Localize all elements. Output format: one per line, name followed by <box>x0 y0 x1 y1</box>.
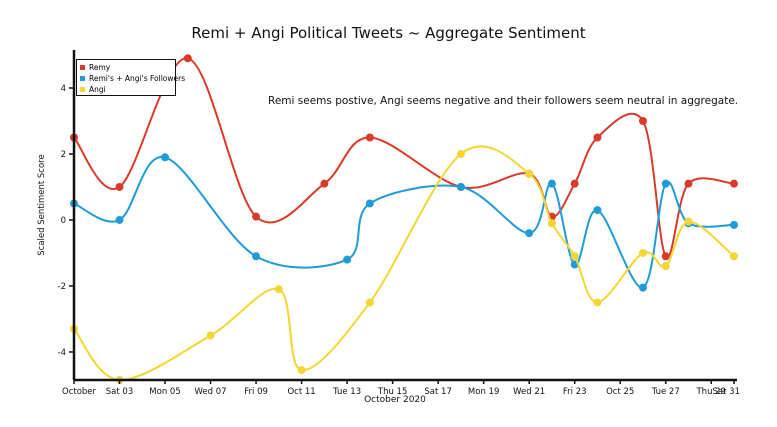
x-tick-label-0: October <box>62 387 97 397</box>
legend-item-remy: Remy <box>80 62 172 73</box>
data-point-angi-14 <box>730 252 738 261</box>
data-point-angi-6 <box>456 149 465 158</box>
data-point-angi-13 <box>684 217 693 226</box>
data-point-followers-3 <box>252 252 261 261</box>
data-point-remy-14 <box>730 179 738 188</box>
data-point-remy-3 <box>252 212 261 221</box>
y-tick-label-0: 4 <box>61 84 66 94</box>
x-tick-label-12: Oct 25 <box>606 387 634 397</box>
legend-swatch-remy <box>80 65 85 70</box>
legend: Remy Remi's + Angi's Followers Angi <box>76 59 185 96</box>
x-tick-label-4: Fri 09 <box>244 387 268 397</box>
data-point-angi-12 <box>661 262 670 271</box>
legend-label-followers: Remi's + Angi's Followers <box>89 74 186 83</box>
data-point-followers-14 <box>730 220 738 229</box>
legend-item-followers: Remi's + Angi's Followers <box>80 73 185 84</box>
series-line-angi <box>73 145 735 382</box>
data-point-followers-2 <box>161 153 170 162</box>
series-line-followers <box>73 156 735 289</box>
x-tick-label-15: Sat 31 <box>713 387 740 397</box>
data-point-remy-9 <box>570 179 579 188</box>
x-tick-label-6: Tue 13 <box>332 387 361 397</box>
data-point-angi-10 <box>593 298 602 307</box>
data-point-angi-3 <box>274 285 283 294</box>
axes-layer: 4 2 0 -2 -4 October Sat 03 Mon 05 Wed 07 Fri 09 Oc… <box>58 50 740 397</box>
data-point-followers-6 <box>456 182 465 191</box>
x-tick-label-13: Tue 27 <box>651 387 680 397</box>
data-point-angi-2 <box>206 331 215 340</box>
data-point-followers-4 <box>343 255 352 264</box>
x-tick-label-5: Oct 11 <box>287 387 315 397</box>
data-point-followers-7 <box>525 229 534 238</box>
data-point-remy-13 <box>684 179 693 188</box>
x-tick-label-3: Wed 07 <box>195 387 227 397</box>
data-point-angi-9 <box>570 252 579 261</box>
chart-annotation: Remi seems postive, Angi seems negative … <box>268 95 739 107</box>
data-point-followers-1 <box>115 215 124 224</box>
data-point-angi-8 <box>547 219 556 228</box>
x-axis-label: October 2020 <box>364 395 426 405</box>
data-point-followers-11 <box>638 283 647 292</box>
legend-label-angi: Angi <box>89 85 106 94</box>
x-tick-label-8: Sat 17 <box>424 387 451 397</box>
legend-swatch-followers <box>80 76 85 81</box>
data-point-angi-4 <box>297 366 306 375</box>
data-point-remy-2 <box>183 54 192 63</box>
data-point-remy-4 <box>320 179 329 188</box>
y-tick-label-1: 2 <box>61 150 66 160</box>
data-point-followers-8 <box>547 179 556 188</box>
data-point-followers-12 <box>661 179 670 188</box>
x-tick-label-1: Sat 03 <box>106 387 133 397</box>
series-layer <box>70 54 738 384</box>
legend-swatch-angi <box>80 87 85 92</box>
y-tick-label-3: -2 <box>58 282 66 292</box>
legend-label-remy: Remy <box>89 63 111 72</box>
x-tick-label-9: Mon 19 <box>468 387 499 397</box>
data-point-angi-7 <box>525 169 534 178</box>
legend-item-angi: Angi <box>80 84 172 95</box>
y-tick-label-2: 0 <box>61 216 66 226</box>
x-tick-label-14: Thu 29 <box>695 387 725 397</box>
data-point-angi-5 <box>365 298 374 307</box>
y-tick-label-4: -4 <box>58 348 66 358</box>
data-point-followers-10 <box>593 206 602 215</box>
x-tick-label-10: Wed 21 <box>513 387 545 397</box>
data-point-remy-11 <box>638 116 647 125</box>
data-point-remy-10 <box>593 133 602 142</box>
chart-title: Remi + Angi Political Tweets ~ Aggregate… <box>191 24 586 42</box>
data-point-remy-5 <box>365 133 374 142</box>
data-point-remy-1 <box>115 182 124 191</box>
x-tick-label-11: Fri 23 <box>563 387 587 397</box>
x-tick-label-7: Thu 15 <box>377 387 407 397</box>
data-point-followers-5 <box>365 199 374 208</box>
data-point-angi-11 <box>638 248 647 257</box>
data-point-remy-12 <box>661 252 670 261</box>
x-tick-label-2: Mon 05 <box>149 387 180 397</box>
